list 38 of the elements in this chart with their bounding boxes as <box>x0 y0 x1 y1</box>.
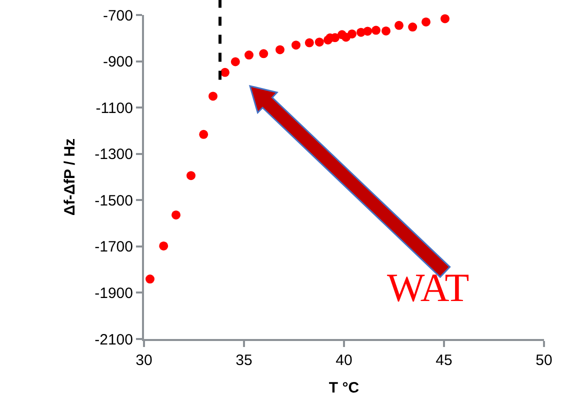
y-tick-label: -1700 <box>94 238 133 256</box>
point <box>394 20 404 30</box>
point <box>186 171 196 180</box>
x-tick-label: 40 <box>336 352 352 369</box>
point <box>348 29 356 38</box>
point <box>408 22 418 32</box>
x-tick-label: 45 <box>436 352 452 369</box>
point <box>220 68 230 77</box>
x-tick-label: 30 <box>136 352 152 369</box>
point <box>314 38 324 47</box>
point <box>372 26 380 35</box>
y-tick-label: -900 <box>102 54 133 71</box>
point <box>292 40 300 50</box>
y-tick-label: -1500 <box>94 192 133 210</box>
point <box>199 130 208 139</box>
point <box>422 17 430 26</box>
annotation: WAT <box>387 265 470 310</box>
point <box>208 92 218 101</box>
y-tick-label: -1300 <box>94 146 133 164</box>
point <box>382 26 390 36</box>
y-tick-label: -1100 <box>96 100 133 117</box>
point <box>363 26 372 36</box>
point <box>230 57 240 66</box>
y-tick-label: -2100 <box>94 331 133 348</box>
point <box>304 38 314 48</box>
point <box>259 49 268 58</box>
y-axis-title: Δf-ΔfP / Hz <box>61 138 78 216</box>
point <box>244 50 254 60</box>
x-axis-title: T °C <box>328 380 360 396</box>
x-tick-label: 50 <box>536 352 552 369</box>
y-tick-label: -700 <box>102 7 133 24</box>
point <box>440 14 450 24</box>
point <box>146 274 154 284</box>
x-tick-label: 35 <box>236 352 252 369</box>
point <box>159 241 168 250</box>
y-tick-label: -1900 <box>94 284 133 302</box>
point <box>276 45 284 54</box>
point <box>172 210 180 220</box>
